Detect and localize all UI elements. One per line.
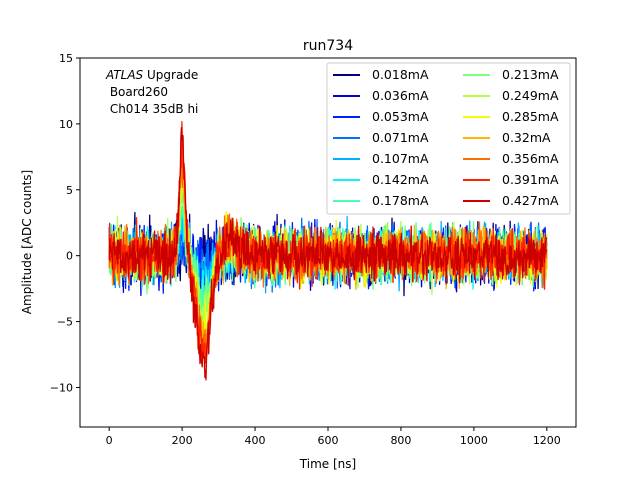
x-tick-label: 1000: [460, 434, 488, 447]
legend-label: 0.285mA: [502, 109, 559, 124]
x-tick-label: 1200: [533, 434, 561, 447]
x-tick-label: 800: [390, 434, 411, 447]
legend-label: 0.249mA: [502, 88, 559, 103]
legend-label: 0.107mA: [372, 151, 429, 166]
legend: 0.018mA 0.036mA 0.053mA 0.071mA 0.107mA 0.142…: [326, 62, 571, 215]
annotation-atlas: ATLAS: [105, 68, 144, 82]
legend-label: 0.32mA: [502, 130, 551, 145]
legend-label: 0.036mA: [372, 88, 429, 103]
legend-label: 0.213mA: [502, 67, 559, 82]
x-tick-label: 200: [172, 434, 193, 447]
x-tick-label: 400: [245, 434, 266, 447]
annotation-line-2: Board260: [106, 85, 168, 99]
legend-label: 0.427mA: [502, 193, 559, 208]
y-tick-label: 5: [66, 184, 73, 197]
y-axis: −10 −5 0 5 10 15: [50, 52, 80, 394]
series-line-0.427mA: [108, 126, 548, 381]
legend-label: 0.391mA: [502, 172, 559, 187]
series-layer: [108, 121, 548, 381]
legend-label: 0.178mA: [372, 193, 429, 208]
legend-label: 0.356mA: [502, 151, 559, 166]
annotation-upgrade: Upgrade: [143, 68, 198, 82]
x-axis-label: Time [ns]: [299, 457, 356, 471]
atlas-annotation: ATLAS Upgrade Board260 Ch014 35dB hi: [105, 68, 198, 116]
y-axis-label: Amplitude [ADC counts]: [20, 170, 34, 314]
chart-title: run734: [303, 38, 353, 54]
y-tick-label: −10: [50, 381, 73, 394]
x-tick-label: 600: [318, 434, 339, 447]
legend-frame: [326, 62, 571, 215]
annotation-line-1: ATLAS Upgrade: [105, 68, 198, 82]
annotation-line-3: Ch014 35dB hi: [106, 102, 198, 116]
y-tick-label: −5: [57, 316, 73, 329]
y-tick-label: 15: [59, 52, 73, 65]
legend-label: 0.142mA: [372, 172, 429, 187]
y-tick-label: 0: [66, 250, 73, 263]
legend-label: 0.053mA: [372, 109, 429, 124]
series-line-0.356mA: [108, 136, 548, 358]
x-tick-label: 0: [106, 434, 113, 447]
x-axis: 0 200 400 600 800 1000 1200: [106, 427, 561, 447]
y-tick-label: 10: [59, 118, 73, 131]
legend-label: 0.071mA: [372, 130, 429, 145]
legend-label: 0.018mA: [372, 67, 429, 82]
